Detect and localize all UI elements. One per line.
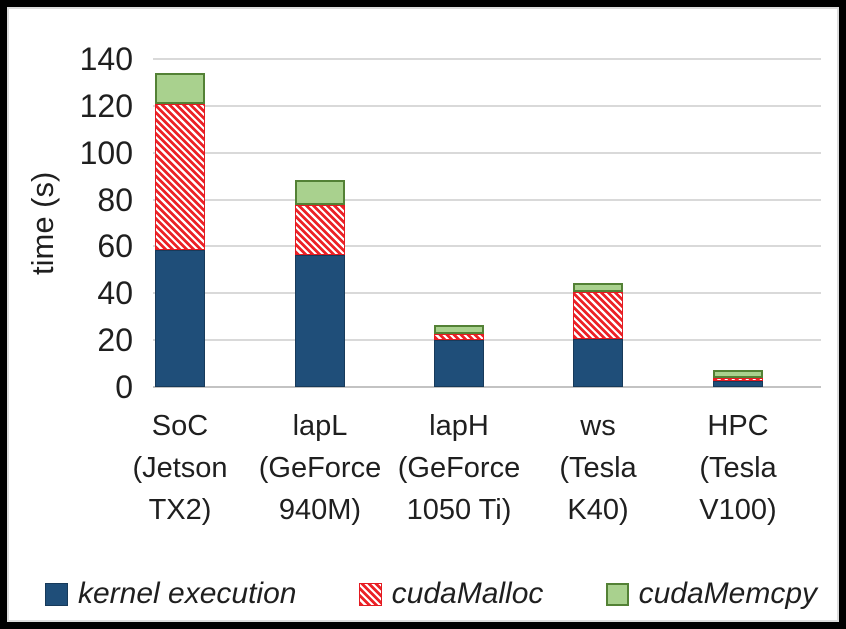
x-tick-label-ws: ws (Tesla K40) (559, 410, 637, 526)
y-tick-label-20: 20 (97, 322, 133, 359)
x-tick-label-lapl: lapL (GeForce 940M) (258, 410, 382, 526)
segment-kernel-ws (573, 338, 623, 387)
segment-memcpy-laph (434, 324, 484, 335)
x-tick-label-soc: SoC (Jetson TX2) (132, 410, 228, 526)
x-tick-label-laph: lapH (GeForce 1050 Ti) (397, 410, 521, 526)
segment-memcpy-hpc (713, 369, 763, 379)
legend: kernel execution cudaMalloc cudaMemcpy (45, 573, 817, 615)
y-tick-label-80: 80 (97, 181, 133, 218)
segment-kernel-laph (434, 340, 484, 387)
legend-swatch-cudamalloc-icon (358, 582, 382, 606)
segment-malloc-lapl (295, 205, 345, 255)
legend-item-kernel-execution: kernel execution (45, 579, 296, 609)
gridline-80 (153, 198, 821, 201)
segment-malloc-soc (155, 103, 205, 250)
gridline-60 (153, 245, 821, 248)
bar-soc (155, 73, 205, 387)
legend-label-cudamemcpy: cudaMemcpy (638, 577, 817, 610)
legend-item-cudamemcpy: cudaMemcpy (605, 577, 817, 610)
y-tick-label-0: 0 (115, 369, 133, 405)
y-tick-label-120: 120 (79, 87, 133, 124)
segment-memcpy-soc (155, 73, 205, 104)
segment-memcpy-ws (573, 282, 623, 293)
segment-memcpy-lapl (295, 179, 345, 206)
bars (153, 59, 821, 387)
plot-area (153, 58, 821, 388)
gridline-140 (153, 58, 821, 60)
legend-item-cudamalloc: cudaMalloc (358, 577, 544, 610)
gridline-120 (153, 104, 821, 107)
gridline-40 (153, 292, 821, 295)
segment-malloc-ws (573, 292, 623, 339)
legend-label-kernel-execution: kernel execution (78, 577, 297, 610)
legend-swatch-kernel-execution-icon (45, 582, 68, 606)
segment-kernel-soc (155, 249, 205, 387)
segment-kernel-lapl (295, 254, 345, 387)
gridline-20 (153, 339, 821, 342)
bar-ws (573, 282, 623, 387)
gridline-100 (153, 151, 821, 154)
y-tick-label-140: 140 (79, 41, 133, 77)
legend-swatch-cudamemcpy-icon (605, 582, 629, 606)
x-tick-label-hpc: HPC (Tesla V100) (699, 410, 777, 526)
segment-malloc-hpc (713, 378, 763, 382)
y-axis-tick-labels: 0 20 40 60 80 100 120 140 (7, 7, 133, 622)
bar-hpc (713, 369, 763, 387)
segment-malloc-laph (434, 334, 484, 341)
y-tick-label-40: 40 (97, 275, 133, 312)
x-axis-line (153, 386, 821, 388)
bar-lapl (295, 179, 345, 387)
bar-laph (434, 324, 484, 387)
segment-kernel-hpc (713, 381, 763, 387)
y-tick-label-100: 100 (79, 134, 133, 171)
legend-label-cudamalloc: cudaMalloc (391, 577, 544, 610)
y-tick-label-60: 60 (97, 228, 133, 265)
